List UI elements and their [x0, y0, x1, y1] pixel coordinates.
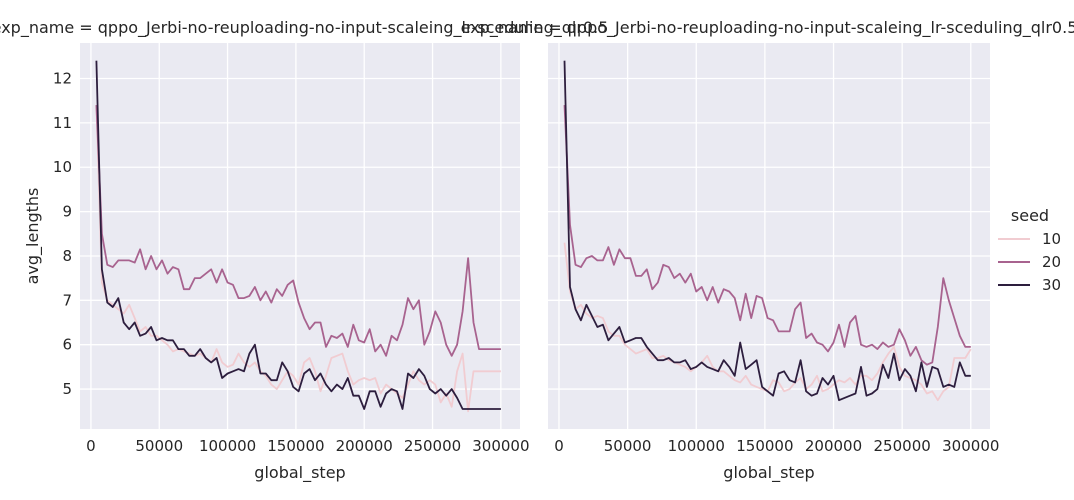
y-tick-label: 10 — [53, 158, 72, 176]
panel-title-1: exp_name = qppo_Jerbi-no-reuploading-no-… — [0, 18, 608, 38]
y-tick-label: 9 — [62, 203, 72, 221]
x-tick-label: 150000 — [736, 437, 793, 455]
x-tick-label: 0 — [86, 437, 96, 455]
panel-title-2: exp_name = qppo_Jerbi-no-reuploading-no-… — [461, 18, 1074, 38]
y-tick-label: 11 — [53, 114, 72, 132]
x-tick-label: 50000 — [604, 437, 652, 455]
x-tick-label: 0 — [554, 437, 564, 455]
series-line-seed-10 — [95, 105, 501, 413]
x-axis-title: global_step — [723, 463, 814, 483]
x-tick-label: 150000 — [267, 437, 324, 455]
series-line-seed-30 — [563, 60, 971, 402]
x-tick-label: 300000 — [942, 437, 999, 455]
x-tick-label: 100000 — [199, 437, 256, 455]
y-tick-label: 8 — [62, 247, 72, 265]
legend-label-seed-20: 20 — [1042, 253, 1061, 271]
x-tick-label: 300000 — [472, 437, 529, 455]
x-tick-label: 200000 — [805, 437, 862, 455]
x-tick-label: 50000 — [135, 437, 183, 455]
x-tick-label: 100000 — [668, 437, 725, 455]
plot-area-1 — [80, 43, 520, 429]
series-line-seed-20 — [95, 105, 501, 357]
y-tick-label: 6 — [62, 336, 72, 354]
series-line-seed-30 — [95, 60, 501, 410]
legend-label-seed-30: 30 — [1042, 276, 1061, 294]
y-tick-label: 5 — [62, 380, 72, 398]
x-tick-label: 250000 — [404, 437, 461, 455]
series-line-seed-20 — [563, 105, 971, 366]
y-axis-title: avg_lengths — [23, 188, 43, 285]
legend-title: seed — [1011, 206, 1049, 225]
x-axis-title: global_step — [254, 463, 345, 483]
x-tick-label: 250000 — [874, 437, 931, 455]
plot-area-2 — [548, 43, 990, 429]
y-tick-label: 7 — [62, 291, 72, 309]
legend-label-seed-10: 10 — [1042, 230, 1061, 248]
x-tick-label: 200000 — [336, 437, 393, 455]
y-tick-label: 12 — [53, 69, 72, 87]
